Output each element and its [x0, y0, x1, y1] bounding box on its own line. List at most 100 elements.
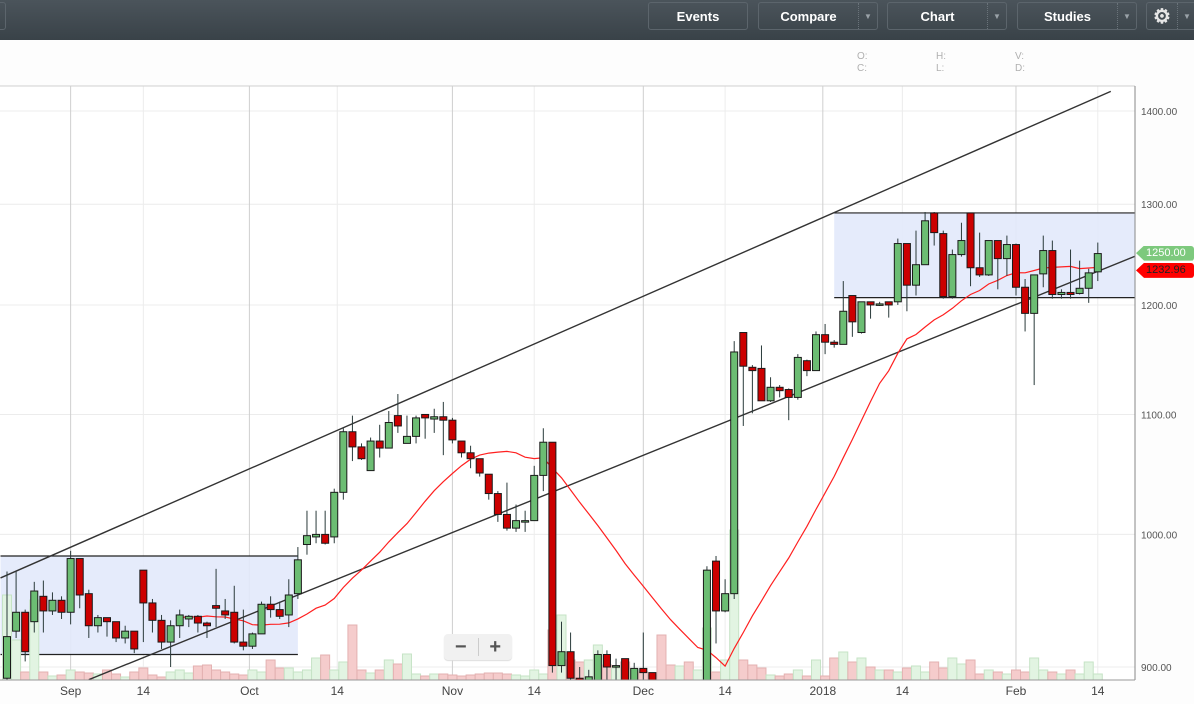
candle-down[interactable] — [667, 695, 674, 704]
candle-down[interactable] — [230, 611, 239, 643]
candle-down[interactable] — [357, 446, 366, 460]
candle-down[interactable] — [1011, 244, 1020, 288]
settings-button[interactable]: ⚙ ▼ — [1146, 2, 1194, 30]
candle-up[interactable] — [921, 220, 930, 266]
caret-down-icon[interactable]: ▼ — [987, 3, 1006, 29]
candle-down[interactable] — [157, 619, 166, 643]
candle-down[interactable] — [802, 360, 811, 372]
candle-down[interactable] — [321, 533, 330, 544]
candle-up[interactable] — [793, 356, 802, 398]
candle-up[interactable] — [412, 417, 421, 437]
candle-down[interactable] — [148, 602, 157, 621]
candle-up[interactable] — [912, 264, 920, 286]
candle-down[interactable] — [375, 440, 384, 449]
candle-up[interactable] — [302, 535, 311, 546]
candle-up[interactable] — [293, 559, 302, 595]
candle-down[interactable] — [212, 605, 221, 609]
candle-up[interactable] — [766, 386, 775, 402]
candle-up[interactable] — [66, 558, 75, 613]
candle-up[interactable] — [1002, 244, 1011, 260]
candle-up[interactable] — [630, 667, 639, 681]
candle-down[interactable] — [621, 658, 630, 681]
candle-down[interactable] — [221, 610, 230, 616]
candle-down[interactable] — [848, 295, 857, 323]
candle-up[interactable] — [539, 441, 548, 476]
candle-up[interactable] — [402, 435, 411, 444]
compare-button[interactable]: Compare ▼ — [758, 2, 878, 30]
candle-down[interactable] — [202, 622, 211, 627]
candle-down[interactable] — [602, 653, 611, 668]
candle-up[interactable] — [330, 491, 339, 538]
candle-down[interactable] — [466, 452, 475, 460]
candle-up[interactable] — [1030, 274, 1039, 314]
candle-down[interactable] — [439, 416, 448, 421]
candle-up[interactable] — [384, 421, 393, 449]
candle-up[interactable] — [530, 474, 539, 522]
candle-up[interactable] — [184, 615, 193, 620]
candle-down[interactable] — [84, 593, 93, 627]
candle-up[interactable] — [284, 594, 293, 616]
candle-down[interactable] — [21, 611, 30, 653]
candle-down[interactable] — [39, 595, 48, 612]
candle-down[interactable] — [112, 621, 121, 639]
candle-down[interactable] — [575, 677, 584, 684]
candle-up[interactable] — [121, 630, 130, 639]
candle-up[interactable] — [721, 593, 730, 612]
candle-down[interactable] — [639, 667, 648, 674]
candle-up[interactable] — [521, 520, 530, 523]
candle-up[interactable] — [612, 665, 621, 668]
candle-up[interactable] — [839, 310, 848, 345]
candle-down[interactable] — [939, 233, 948, 298]
candle-down[interactable] — [966, 212, 975, 269]
candle-down[interactable] — [784, 389, 793, 398]
candle-up[interactable] — [948, 254, 957, 298]
candle-down[interactable] — [502, 513, 511, 529]
candle-up[interactable] — [93, 617, 102, 627]
candle-up[interactable] — [984, 240, 993, 276]
candle-down[interactable] — [712, 560, 721, 612]
candle-down[interactable] — [130, 630, 139, 650]
candle-up[interactable] — [1075, 287, 1084, 294]
candle-down[interactable] — [275, 609, 284, 617]
candle-down[interactable] — [930, 212, 939, 234]
candle-up[interactable] — [166, 625, 175, 643]
candle-down[interactable] — [421, 413, 430, 419]
candle-down[interactable] — [739, 332, 748, 367]
candle-down[interactable] — [1048, 250, 1057, 296]
candle-down[interactable] — [448, 419, 457, 441]
zoom-out-button[interactable]: − — [454, 636, 467, 658]
candle-up[interactable] — [312, 533, 321, 538]
candle-up[interactable] — [730, 351, 739, 595]
candle-up[interactable] — [257, 603, 266, 635]
candle-up[interactable] — [12, 611, 21, 632]
candle-down[interactable] — [821, 334, 830, 343]
candle-up[interactable] — [893, 243, 902, 303]
candle-down[interactable] — [658, 684, 665, 695]
zoom-in-button[interactable]: + — [489, 636, 502, 658]
candle-up[interactable] — [366, 440, 375, 472]
candle-up[interactable] — [875, 303, 884, 306]
candle-up[interactable] — [339, 431, 348, 493]
candle-down[interactable] — [548, 441, 557, 667]
candle-up[interactable] — [557, 651, 566, 667]
candle-up[interactable] — [702, 569, 711, 685]
candle-down[interactable] — [866, 301, 875, 306]
candle-down[interactable] — [239, 641, 248, 647]
candle-up[interactable] — [3, 636, 11, 679]
candle-down[interactable] — [993, 240, 1002, 260]
left-toolbar-button[interactable] — [0, 2, 6, 30]
candle-down[interactable] — [757, 367, 766, 402]
candle-down[interactable] — [1066, 291, 1075, 296]
candle-down[interactable] — [566, 651, 575, 679]
events-button[interactable]: Events — [648, 2, 748, 30]
candle-up[interactable] — [175, 614, 184, 627]
candle-down[interactable] — [348, 431, 357, 448]
candle-down[interactable] — [475, 458, 484, 474]
caret-down-icon[interactable]: ▼ — [858, 3, 877, 29]
candle-down[interactable] — [57, 599, 66, 613]
chart-button[interactable]: Chart ▼ — [887, 2, 1007, 30]
candle-down[interactable] — [775, 386, 784, 392]
candle-down[interactable] — [975, 267, 984, 276]
candle-down[interactable] — [393, 415, 402, 427]
